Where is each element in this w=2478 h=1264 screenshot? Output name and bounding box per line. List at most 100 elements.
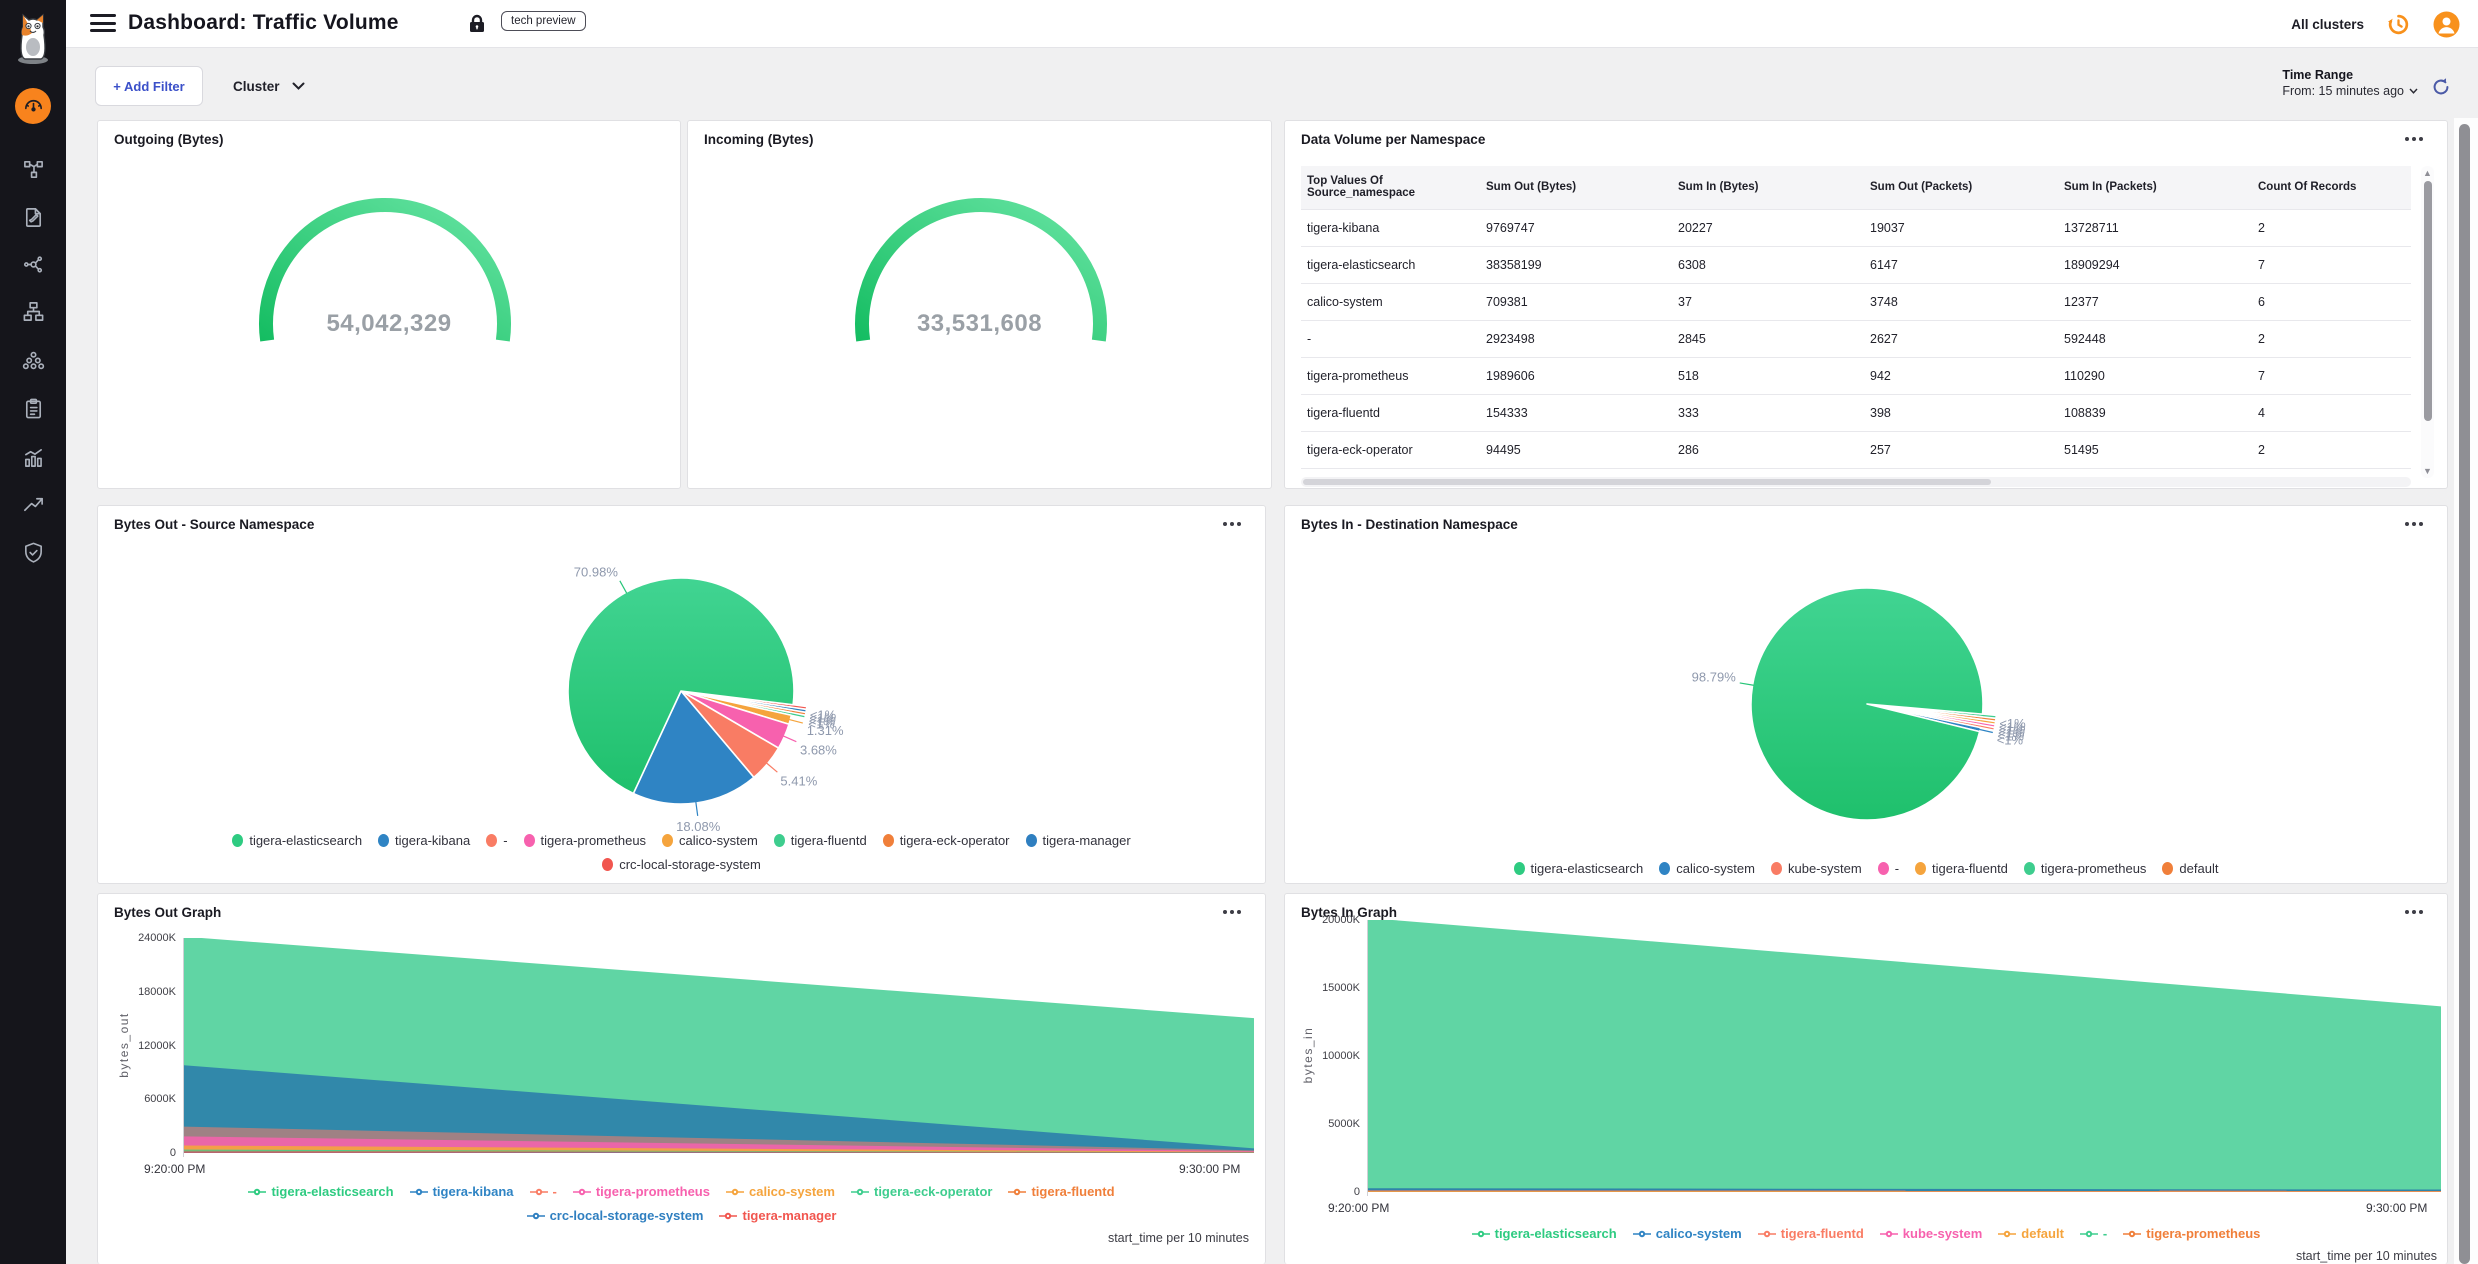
panel-title: Bytes Out - Source Namespace bbox=[114, 517, 315, 532]
all-clusters-selector[interactable]: All clusters bbox=[2291, 16, 2364, 32]
legend-item-tigera-elasticsearch[interactable]: tigera-elasticsearch bbox=[1513, 861, 1643, 876]
legend-item-tigera-kibana[interactable]: tigera-kibana bbox=[409, 1184, 514, 1199]
y-tick-label: 10000K bbox=[1322, 1050, 1360, 1062]
lock-icon bbox=[470, 14, 484, 32]
table-column-header[interactable]: Sum In (Packets) bbox=[2058, 166, 2252, 209]
panel-menu-button[interactable] bbox=[2405, 910, 2423, 914]
table-column-header[interactable]: Top Values Of Source_namespace bbox=[1301, 166, 1480, 209]
sidebar-item-reports[interactable] bbox=[0, 437, 66, 477]
history-icon[interactable] bbox=[2386, 12, 2411, 37]
legend-item-calico-system[interactable]: calico-system bbox=[1659, 861, 1755, 876]
table-column-header[interactable]: Sum Out (Bytes) bbox=[1480, 166, 1672, 209]
legend-item-tigera-fluentd[interactable]: tigera-fluentd bbox=[1757, 1226, 1864, 1241]
sidebar-item-dashboard[interactable] bbox=[0, 86, 66, 126]
clipboard-icon bbox=[25, 398, 41, 418]
cluster-dropdown[interactable]: Cluster bbox=[233, 66, 305, 106]
legend-label: default bbox=[2179, 861, 2219, 876]
legend-item-tigera-fluentd[interactable]: tigera-fluentd bbox=[773, 833, 867, 848]
sidebar-item-service-graph[interactable] bbox=[0, 244, 66, 284]
legend-label: tigera-prometheus bbox=[2146, 1226, 2261, 1241]
y-tick-label: 0 bbox=[1353, 1186, 1360, 1198]
series-toggle-icon bbox=[1008, 1188, 1027, 1195]
panel-menu-button[interactable] bbox=[2405, 522, 2423, 526]
legend-item-tigera-prometheus[interactable]: tigera-prometheus bbox=[2123, 1226, 2260, 1241]
legend-item-tigera-fluentd[interactable]: tigera-fluentd bbox=[1915, 861, 2008, 876]
legend-label: calico-system bbox=[1676, 861, 1755, 876]
time-range-control[interactable]: Time Range From: 15 minutes ago bbox=[2282, 68, 2418, 98]
legend-item-tigera-manager[interactable]: tigera-manager bbox=[1025, 833, 1131, 848]
panel-menu-button[interactable] bbox=[1223, 910, 1241, 914]
legend-item-tigera-elasticsearch[interactable]: tigera-elasticsearch bbox=[1471, 1226, 1617, 1241]
legend-item-tigera-manager[interactable]: tigera-manager bbox=[719, 1208, 836, 1223]
area-series-tigera-manager[interactable] bbox=[184, 1152, 1254, 1153]
sidebar-item-trends[interactable] bbox=[0, 484, 66, 524]
legend-dot bbox=[523, 834, 535, 847]
table-vertical-scrollbar[interactable]: ▲ ▼ bbox=[2421, 166, 2434, 478]
area-series-default[interactable] bbox=[1368, 1191, 2441, 1192]
legend-item--[interactable]: - bbox=[529, 1184, 557, 1199]
sidebar-item-compliance[interactable] bbox=[0, 388, 66, 428]
sidebar-item-threat-defense[interactable] bbox=[0, 532, 66, 572]
sidebar-item-policies[interactable] bbox=[0, 197, 66, 237]
y-axis-line bbox=[183, 938, 184, 1157]
panel-menu-button[interactable] bbox=[2405, 137, 2423, 141]
panel-menu-button[interactable] bbox=[1223, 522, 1241, 526]
table-column-header[interactable]: Sum Out (Packets) bbox=[1864, 166, 2058, 209]
x-tick-label: 9:30:00 PM bbox=[1179, 1162, 1241, 1176]
table-cell: tigera-fluentd bbox=[1301, 393, 1480, 431]
legend-item-crc-local-storage-system[interactable]: crc-local-storage-system bbox=[602, 857, 761, 872]
sidebar-item-topology[interactable] bbox=[0, 149, 66, 189]
pie-slice-label: 1.31% bbox=[807, 723, 844, 738]
page-scrollbar[interactable] bbox=[2454, 118, 2478, 1264]
legend-label: tigera-eck-operator bbox=[873, 1184, 993, 1199]
legend-item-tigera-eck-operator[interactable]: tigera-eck-operator bbox=[882, 833, 1010, 848]
legend-item-tigera-prometheus[interactable]: tigera-prometheus bbox=[523, 833, 646, 848]
series-toggle-icon bbox=[248, 1188, 267, 1195]
legend-item-crc-local-storage-system[interactable]: crc-local-storage-system bbox=[526, 1208, 704, 1223]
add-filter-button[interactable]: + Add Filter bbox=[95, 66, 203, 106]
legend-item-tigera-kibana[interactable]: tigera-kibana bbox=[378, 833, 470, 848]
series-toggle-icon bbox=[1998, 1230, 2017, 1237]
legend-item-kube-system[interactable]: kube-system bbox=[1770, 861, 1862, 876]
table-column-header[interactable]: Count Of Records bbox=[2252, 166, 2411, 209]
legend-label: - bbox=[503, 833, 508, 848]
legend-label: tigera-eck-operator bbox=[899, 833, 1010, 848]
user-avatar[interactable] bbox=[2433, 11, 2460, 38]
legend-item--[interactable]: - bbox=[1877, 861, 1899, 876]
legend-label: tigera-kibana bbox=[432, 1184, 514, 1199]
sidebar-item-network[interactable] bbox=[0, 291, 66, 331]
legend-item--[interactable]: - bbox=[486, 833, 508, 848]
legend-item-calico-system[interactable]: calico-system bbox=[1632, 1226, 1742, 1241]
legend-dot bbox=[1513, 862, 1525, 875]
pie-slice-label: 98.79% bbox=[1692, 669, 1737, 684]
legend-item-tigera-elasticsearch[interactable]: tigera-elasticsearch bbox=[248, 1184, 394, 1199]
table-column-header[interactable]: Sum In (Bytes) bbox=[1672, 166, 1864, 209]
legend-item-kube-system[interactable]: kube-system bbox=[1879, 1226, 1982, 1241]
table-horizontal-scrollbar[interactable] bbox=[1301, 477, 2411, 487]
calico-cat-logo[interactable] bbox=[13, 7, 53, 65]
legend-item-default[interactable]: default bbox=[1998, 1226, 2064, 1241]
gauge-value: 54,042,329 bbox=[326, 310, 452, 337]
refresh-icon[interactable] bbox=[2430, 76, 2452, 98]
legend-item-tigera-eck-operator[interactable]: tigera-eck-operator bbox=[850, 1184, 993, 1199]
menu-icon[interactable] bbox=[90, 14, 116, 34]
legend-label: tigera-fluentd bbox=[1780, 1226, 1864, 1241]
area-series-tigera-elasticsearch[interactable] bbox=[1368, 920, 2441, 1192]
legend-item-calico-system[interactable]: calico-system bbox=[662, 833, 758, 848]
legend-item-calico-system[interactable]: calico-system bbox=[725, 1184, 835, 1199]
area-series-tigera-kibana[interactable] bbox=[184, 1065, 1254, 1153]
legend-label: crc-local-storage-system bbox=[549, 1208, 704, 1223]
y-axis-line bbox=[1367, 920, 1368, 1196]
bytes-in-pie-chart: <1%<1%<1%<1%<1%<1%98.79% bbox=[1692, 587, 2026, 821]
legend-item-tigera-prometheus[interactable]: tigera-prometheus bbox=[572, 1184, 710, 1199]
pie-slice-tigera-elasticsearch[interactable] bbox=[1750, 587, 1984, 821]
legend-item-tigera-elasticsearch[interactable]: tigera-elasticsearch bbox=[232, 833, 362, 848]
table-row: tigera-elasticsearch 38358199 6308 6147 1890… bbox=[1301, 245, 2411, 283]
legend-item-tigera-prometheus[interactable]: tigera-prometheus bbox=[2023, 861, 2146, 876]
sidebar-item-clusters[interactable] bbox=[0, 340, 66, 380]
legend-item-tigera-fluentd[interactable]: tigera-fluentd bbox=[1008, 1184, 1115, 1199]
legend-item-default[interactable]: default bbox=[2162, 861, 2218, 876]
page-title: Dashboard: Traffic Volume bbox=[128, 11, 399, 34]
legend-item--[interactable]: - bbox=[2079, 1226, 2107, 1241]
